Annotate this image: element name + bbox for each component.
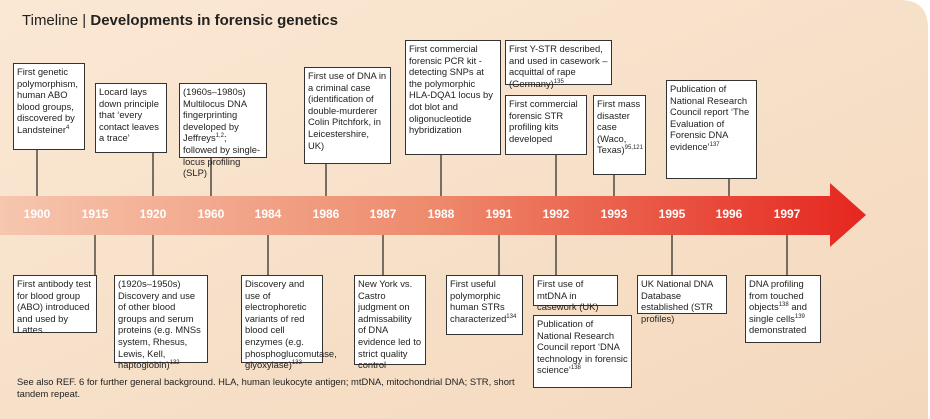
event-box: First antibody test for blood group (ABO… bbox=[13, 275, 97, 336]
event-box: Publication of National Research Council… bbox=[666, 80, 757, 179]
year: 1984 bbox=[254, 207, 282, 221]
event-text: Publication of National Research Council… bbox=[670, 83, 750, 152]
year: 1993 bbox=[600, 207, 628, 221]
year: 1960 bbox=[197, 207, 225, 221]
reference: 135 bbox=[553, 78, 564, 85]
event-box: First commercial forensic STR profiling … bbox=[505, 95, 587, 155]
event-box: Discovery and use of electrophoretic var… bbox=[241, 275, 337, 370]
event-box: First mass disaster case (Waco, Texas)95… bbox=[593, 95, 646, 175]
event-box: (1960s–1980s) Multilocus DNA fingerprint… bbox=[179, 83, 267, 178]
reference: 134 bbox=[506, 313, 517, 320]
event-text: UK National DNA Database established (ST… bbox=[641, 278, 713, 324]
year: 1986 bbox=[312, 207, 340, 221]
event-text: (1960s–1980s) Multilocus DNA fingerprint… bbox=[183, 86, 247, 144]
event-box: (1920s–1950s) Discovery and use of other… bbox=[114, 275, 208, 370]
event-text: Locard lays down principle that ‘every c… bbox=[99, 86, 159, 144]
event-text: First commercial forensic STR profiling … bbox=[509, 98, 578, 144]
event-text: New York vs. Castro judgment on admissab… bbox=[358, 278, 422, 371]
event-box: First commercial forensic PCR kit - dete… bbox=[405, 40, 501, 155]
event-box: UK National DNA Database established (ST… bbox=[637, 275, 727, 324]
year: 1900 bbox=[23, 207, 51, 221]
year: 1987 bbox=[369, 207, 397, 221]
reference: 1,2 bbox=[215, 133, 224, 140]
event-text: First use of DNA in a criminal case (ide… bbox=[308, 70, 387, 151]
event-text: DNA profiling from touched objects bbox=[749, 278, 804, 313]
event-box: First Y-STR described, and used in casew… bbox=[505, 40, 612, 89]
year: 1996 bbox=[715, 207, 743, 221]
year: 1920 bbox=[139, 207, 167, 221]
event-text: First mass disaster case (Waco, Texas) bbox=[597, 98, 641, 156]
event-text: and single cells bbox=[749, 301, 807, 324]
reference: 139 bbox=[794, 313, 805, 320]
reference: 133 bbox=[291, 360, 302, 367]
year: 1992 bbox=[542, 207, 570, 221]
title-label: Timeline bbox=[22, 12, 79, 29]
event-box: New York vs. Castro judgment on admissab… bbox=[354, 275, 426, 370]
event-box: Publication of National Research Council… bbox=[533, 315, 632, 388]
reference: 4 bbox=[66, 124, 70, 131]
arrow bbox=[0, 183, 866, 247]
event-text: First commercial forensic PCR kit - dete… bbox=[409, 43, 493, 136]
title: Timeline | Developments in forensic gene… bbox=[22, 12, 338, 29]
event-box: First genetic polymorphism, human ABO bl… bbox=[13, 63, 85, 150]
event-text: ; followed by single-locus profiling (SL… bbox=[183, 132, 261, 179]
reference: 138 bbox=[570, 365, 581, 372]
reference: 137 bbox=[709, 141, 720, 148]
year: 1988 bbox=[427, 207, 455, 221]
event-text: (1920s–1950s) Discovery and use of other… bbox=[118, 278, 201, 371]
event-text: First antibody test for blood group (ABO… bbox=[17, 278, 91, 336]
event-box: Locard lays down principle that ‘every c… bbox=[95, 83, 167, 153]
event-box: First useful polymorphic human STRs char… bbox=[446, 275, 523, 335]
title-text: Developments in forensic genetics bbox=[90, 12, 338, 29]
event-box: First use of mtDNA in casework (UK) bbox=[533, 275, 618, 312]
event-text: First useful polymorphic human STRs char… bbox=[450, 278, 507, 324]
year: 1995 bbox=[658, 207, 686, 221]
footnote: See also REF. 6 for further general back… bbox=[17, 376, 515, 399]
event-box: DNA profiling from touched objects138 an… bbox=[745, 275, 821, 343]
event-text: Publication of National Research Council… bbox=[537, 318, 628, 376]
reference: 95,121 bbox=[624, 145, 643, 152]
year: 1997 bbox=[773, 207, 801, 221]
year: 1915 bbox=[81, 207, 109, 221]
event-box: First use of DNA in a criminal case (ide… bbox=[304, 67, 391, 164]
event-text: First use of mtDNA in casework (UK) bbox=[537, 278, 599, 313]
reference: 138 bbox=[778, 302, 789, 309]
event-text: First Y-STR described, and used in casew… bbox=[509, 43, 608, 89]
year: 1991 bbox=[485, 207, 513, 221]
reference: 132 bbox=[169, 360, 180, 367]
event-text: Discovery and use of electrophoretic var… bbox=[245, 278, 337, 371]
event-text: First genetic polymorphism, human ABO bl… bbox=[17, 66, 78, 135]
event-text: demonstrated bbox=[749, 324, 807, 336]
